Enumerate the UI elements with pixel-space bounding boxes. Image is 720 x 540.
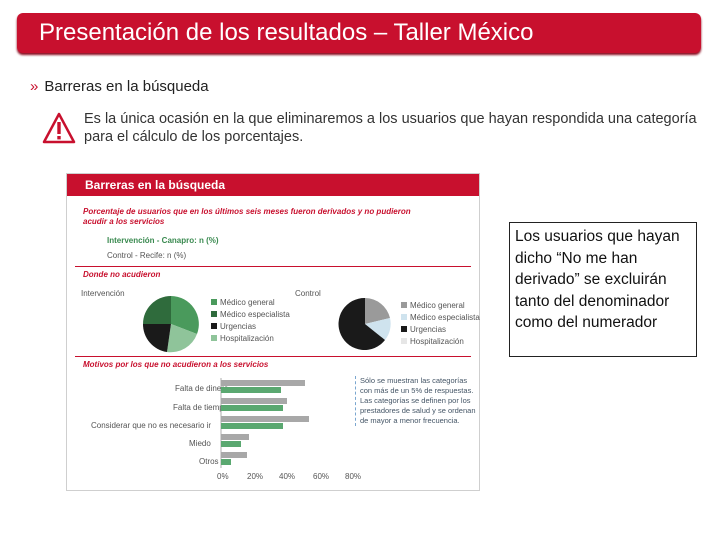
slide-title-bar: Presentación de los resultados – Taller … (17, 13, 701, 53)
pie-legend-item: Hospitalización (220, 334, 274, 343)
warning-note: Es la única ocasión en la que eliminarem… (84, 111, 697, 145)
legend-swatch (211, 335, 217, 341)
bar-category-label: Falta de dinero (175, 384, 229, 393)
embedded-subtitle: Porcentaje de usuarios que en los último… (83, 207, 411, 226)
pie-legend-item: Médico especialista (410, 313, 480, 322)
pie-legend-item: Médico general (220, 298, 275, 307)
embedded-separator (75, 266, 471, 267)
pie-legend-item: Urgencias (410, 325, 447, 334)
legend-swatch (401, 302, 407, 308)
embedded-slide-image: Barreras en la búsqueda Porcentaje de us… (66, 173, 480, 491)
pie-legend-item: Médico especialista (220, 310, 290, 319)
embedded-side-note: Sólo se muestran las categorías con más … (355, 376, 480, 426)
embedded-slide-header: Barreras en la búsqueda (67, 174, 479, 196)
pie-intervention (142, 296, 199, 353)
bullet-text: Barreras en la búsqueda (44, 78, 209, 95)
legend-swatch (211, 323, 217, 329)
pie-legend-item: Hospitalización (410, 337, 464, 346)
embedded-separator (75, 356, 471, 357)
legend-swatch (401, 314, 407, 320)
embedded-group-control: Control - Recife: n (%) (107, 251, 187, 260)
bar-category-label: Miedo (189, 439, 211, 448)
legend-swatch (211, 299, 217, 305)
legend-swatch (401, 338, 407, 344)
bar-category-label: Falta de tiempo (173, 403, 229, 412)
embedded-section-where: Donde no acudieron (83, 270, 161, 279)
embedded-section-reasons: Motivos por los que no acudieron a los s… (83, 360, 269, 369)
pie-control (338, 297, 391, 350)
legend-swatch (401, 326, 407, 332)
bullet-marker-icon: » (30, 78, 39, 95)
pie-legend-item: Urgencias (220, 322, 257, 331)
embedded-group-intervention: Intervención - Canapro: n (%) (107, 236, 219, 245)
embedded-slide-header-text: Barreras en la búsqueda (85, 178, 226, 192)
pie-intervention-label: Intervención (81, 289, 125, 298)
bullet-item: » Barreras en la búsqueda (30, 78, 209, 95)
callout-box: Los usuarios que hayan dicho “No me han … (509, 222, 697, 357)
pie-control-label: Control (295, 289, 321, 298)
bar-category-label: Otros (199, 457, 219, 466)
bar-category-label: Considerar que no es necesario ir (91, 421, 212, 430)
pie-legend-item: Médico general (410, 301, 465, 310)
warning-icon (42, 112, 76, 144)
slide-title: Presentación de los resultados – Taller … (39, 19, 534, 46)
bar-chart (220, 378, 309, 468)
legend-swatch (211, 311, 217, 317)
